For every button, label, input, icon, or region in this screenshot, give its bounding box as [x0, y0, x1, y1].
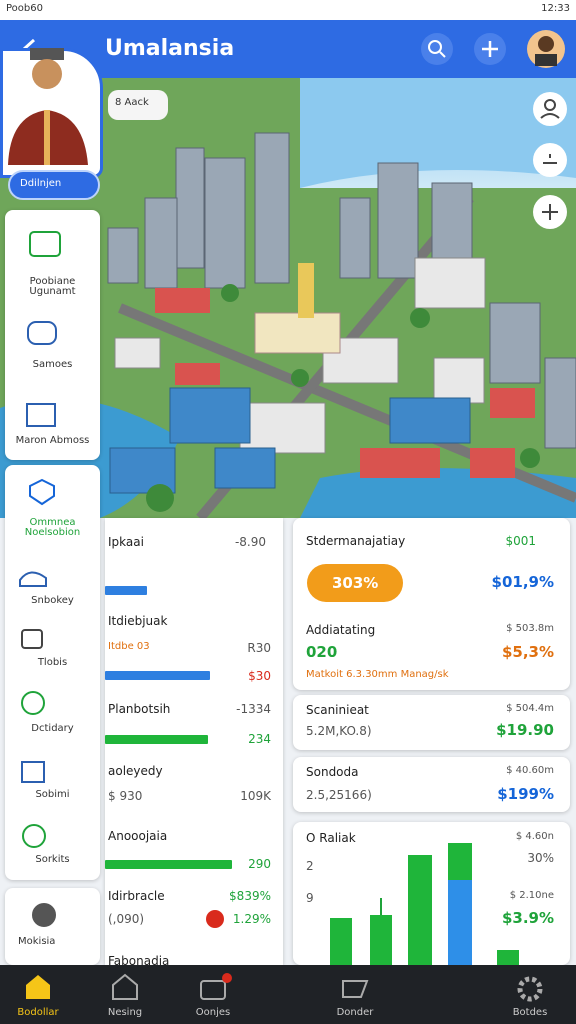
stat-card [293, 757, 570, 812]
profile-avatar [8, 48, 88, 165]
sidebar-item[interactable]: Sobimi [35, 789, 70, 800]
card-value: $ 503.8m [506, 623, 554, 634]
card-title: Stdermanajatiay [306, 534, 406, 548]
row-title: Fabonadia [108, 954, 170, 968]
row-sub: Itdbe 03 [108, 641, 150, 652]
city-map [0, 78, 576, 518]
percent-pill[interactable] [307, 564, 403, 602]
map-badge[interactable]: 8 Aack [115, 97, 149, 108]
row-title: Anooojaia [108, 829, 168, 843]
status-bar [0, 0, 576, 20]
sidebar-item[interactable]: Snbokey [31, 595, 74, 606]
row-sub: (,090) [108, 912, 145, 926]
card-value: $ 2.10ne [509, 890, 554, 901]
card-value: $001 [505, 534, 536, 548]
axis-label: 9 [306, 891, 314, 905]
row-title: Ipkaai [108, 535, 144, 549]
row-title: Itdiebjuak [108, 614, 168, 628]
sidebar-item[interactable]: Sorkits [35, 854, 70, 865]
card-amount: $199% [497, 785, 554, 803]
summary-card [293, 518, 570, 690]
app-title: Umalansia [105, 36, 235, 61]
nav-label[interactable]: Botdes [512, 1007, 548, 1018]
progress-bar [105, 735, 208, 744]
mini-chart [330, 843, 519, 965]
progress-bar [105, 586, 147, 595]
card-amount: $01,9% [491, 573, 554, 591]
row-title: Planbotsih [108, 702, 171, 716]
clock: 12:33 [541, 3, 570, 14]
row-value: -8.90 [234, 535, 266, 549]
row-amount: 234 [248, 732, 271, 746]
card-note: Matkoit 6.3.30mm Manag/sk [306, 669, 449, 680]
sidebar-group [5, 888, 100, 965]
card-value: $ 504.4m [506, 703, 554, 714]
row-value: $839% [229, 889, 271, 903]
card-sub: 5.2M,KO.8) [306, 724, 372, 738]
card-main: 020 [306, 643, 338, 661]
alert-icon [206, 910, 224, 928]
nav-icons [26, 973, 543, 1002]
progress-bar [105, 671, 210, 680]
card-amount: $19.90 [496, 721, 554, 739]
card-amount: $5,3% [501, 643, 554, 661]
profile-button[interactable] [8, 170, 100, 200]
row-value: 109K [240, 789, 271, 803]
sidebar-item[interactable]: Samoes [32, 359, 73, 370]
card-sub: 2.5,25166) [306, 788, 372, 802]
row-amount: 1.29% [232, 912, 271, 926]
sidebar-item[interactable]: Dctidary [31, 723, 74, 734]
sidebar-item[interactable]: Ommnea Noelsobion [24, 517, 81, 538]
axis-label: 2 [306, 859, 314, 873]
row-sub: $ 930 [108, 789, 143, 803]
row-amount: 290 [248, 857, 271, 871]
sidebar-group [5, 465, 100, 880]
nav-label[interactable]: Oonjes [195, 1007, 231, 1018]
row-title: Idirbracle [108, 889, 165, 903]
card-title: Sondoda [306, 765, 359, 779]
carrier: Poob60 [6, 3, 43, 14]
sidebar-item[interactable]: Poobiane Ugunamt [29, 276, 76, 297]
chart-title: O Raliak [306, 831, 356, 845]
row-value: R30 [247, 641, 271, 655]
pill-label: 303% [332, 574, 379, 592]
sidebar-icons [19, 231, 61, 927]
profile-button-label[interactable]: Ddilnjen [20, 178, 62, 189]
sidebar-item[interactable]: Maron Abmoss [15, 435, 90, 446]
card-value: $ 4.60n [515, 831, 554, 842]
card-title: Scaninieat [306, 703, 369, 717]
card-pct: $3.9% [501, 909, 554, 927]
nav-label[interactable]: Bodollar [17, 1007, 59, 1018]
nav-label[interactable]: Donder [336, 1007, 374, 1018]
bottom-nav [0, 965, 576, 1024]
row-value: -1334 [236, 702, 271, 716]
card-title: Addiatating [306, 623, 376, 637]
progress-bar [105, 860, 232, 869]
sidebar-item[interactable]: Mokisia [18, 936, 56, 947]
sidebar-group [5, 210, 100, 460]
sidebar-item[interactable]: Tlobis [37, 657, 68, 668]
row-title: aoleyedy [108, 764, 163, 778]
card-value: $ 40.60m [506, 765, 554, 776]
row-amount: $30 [248, 669, 271, 683]
stat-card [293, 695, 570, 750]
card-pct: 30% [527, 851, 554, 865]
nav-label[interactable]: Nesing [107, 1007, 143, 1018]
